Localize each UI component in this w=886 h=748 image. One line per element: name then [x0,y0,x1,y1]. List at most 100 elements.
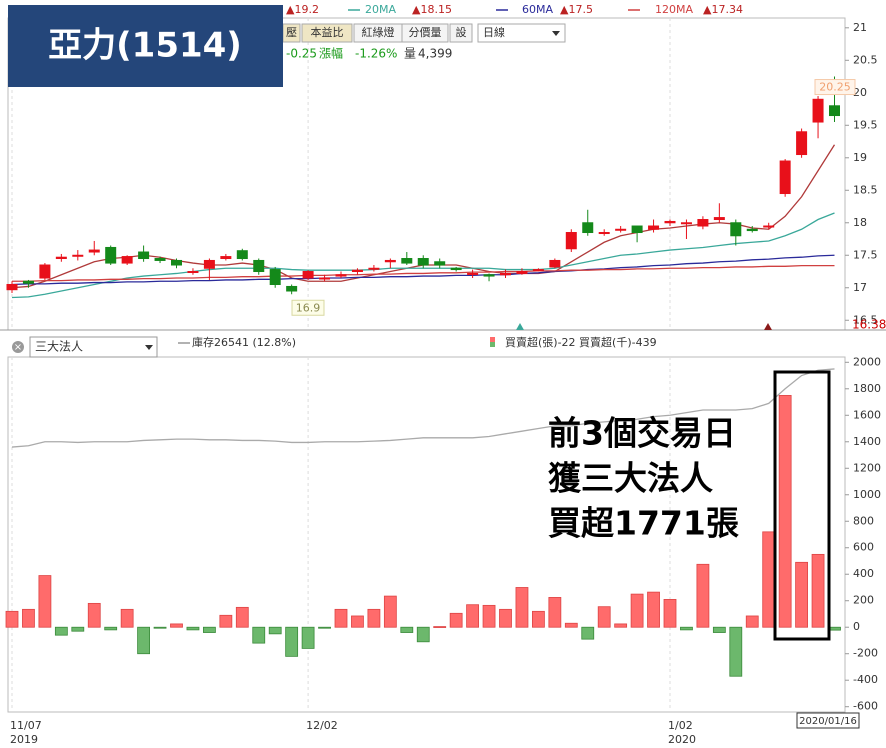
candle-body [368,267,380,270]
bar [120,608,134,628]
candle-body [779,160,791,195]
bar [696,563,710,628]
candle-body [796,131,808,156]
bar [301,626,315,649]
min-label-box [291,299,325,316]
bar [268,626,282,635]
annotation: 買超1771張 [548,504,739,543]
y-tick-label: -400 [853,673,878,686]
x-tick-label: 11/07 [10,719,42,732]
toolbar-label: 分價量 [409,25,442,39]
y-tick-label: 400 [853,567,874,580]
toolbar-label: 本益比 [311,25,344,39]
bar [202,626,216,633]
bar [811,553,825,628]
annotation: 前3個交易日 [548,414,736,453]
candle-body [138,251,150,260]
candle-body [812,98,824,123]
bar [663,599,677,628]
candle-body [401,258,413,264]
x-year-label: 2020 [668,733,696,746]
candle-body [582,222,594,234]
candle-body [203,259,215,269]
bar [153,626,167,629]
bar [71,626,85,632]
ma-line [11,254,835,286]
candle-body [417,258,429,266]
candle-body [319,277,331,280]
toolbar-button[interactable] [301,23,353,43]
title: 亞力(1514) [48,26,242,66]
bar [515,587,529,628]
legend-name: 60MA [522,3,553,16]
candle-body [351,269,363,273]
candle-body [171,259,182,266]
bar [466,604,480,628]
legend-value: ▲17.5 [560,3,593,16]
legend-name: 120MA [655,3,693,16]
legend-icon-down [490,342,495,347]
bar [351,615,364,628]
candle-body [631,225,643,234]
candle-body [39,264,51,279]
candle-body [55,256,67,260]
bar [548,597,562,628]
y-tick-label: 0 [853,620,860,633]
toolbar-label: 壓 [286,26,297,39]
legend-value: ▲18.15 [412,3,452,16]
toolbar-button[interactable] [401,23,449,43]
info-vol: 4,399 [418,47,452,61]
bar [87,602,101,628]
y-tick-label: 19.5 [853,118,878,131]
candle-body [187,271,199,274]
legend-icon-up [490,337,495,342]
y-tick-label: 21 [853,21,867,34]
bar [400,626,414,633]
y-tick-label: 20.5 [853,53,878,66]
bar [334,608,348,628]
candle-body [6,284,18,291]
bar [54,626,68,636]
candle-body [384,259,396,263]
bar [383,595,397,628]
bar [318,626,331,629]
bar [433,626,447,628]
selector[interactable] [29,336,158,358]
period-select[interactable] [477,23,566,43]
bar [614,623,628,628]
toolbar-label: 紅綠燈 [362,25,395,39]
bar [449,612,463,628]
candle-body [730,222,742,237]
y-tick-label: 20 [853,86,867,99]
close-icon[interactable] [12,341,24,353]
candle-body [746,228,758,232]
bar [137,626,151,655]
candle-body [697,219,709,227]
ma-line [11,212,835,299]
title-box [8,5,283,87]
y-tick-label: 1200 [853,461,881,474]
candle-body [680,222,692,225]
y-tick-label: 18 [853,216,867,229]
candle-body [105,246,117,264]
bar [186,626,200,631]
y-tick-label: 2000 [853,355,881,368]
annotation: 獲三大法人 [548,459,713,498]
toolbar-button[interactable] [449,23,473,43]
candle-body [335,274,347,277]
bar [285,626,299,657]
candle-body [664,220,676,224]
bar [778,395,792,628]
bar [795,561,808,628]
y-tick-label: 1400 [853,435,881,448]
candle-body [121,256,133,264]
candle-body [467,272,479,275]
bar [22,608,35,628]
candle-body [648,225,660,230]
x-year-label: 2019 [10,733,38,746]
y-tick-label: 17.5 [853,248,878,261]
bar [564,622,578,628]
bar [729,626,743,677]
y-tick-label: 18.5 [853,183,878,196]
